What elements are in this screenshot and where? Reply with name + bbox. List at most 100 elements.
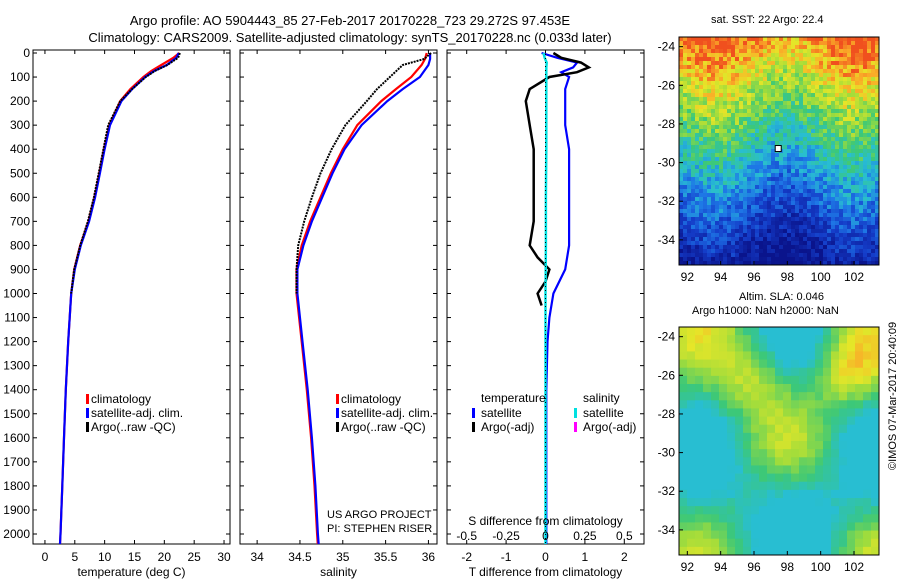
map-cell [875, 121, 879, 126]
map-cell [771, 245, 776, 250]
map-cell [827, 165, 832, 170]
map-cell [751, 538, 760, 548]
map-cell [727, 169, 732, 174]
map-cell [707, 185, 712, 190]
map-cell [727, 457, 736, 466]
map-cell [831, 57, 836, 62]
map-cell [679, 441, 688, 450]
map-cell [799, 77, 804, 82]
map-cell [767, 261, 772, 265]
map-cell [723, 245, 728, 250]
map-cell [795, 77, 800, 82]
map-cell [819, 145, 824, 150]
map-cell [711, 185, 716, 190]
map-cell [811, 189, 816, 194]
map-cell [855, 221, 860, 226]
map-cell [831, 189, 836, 194]
map-cell [843, 157, 848, 162]
map-cell [807, 249, 812, 254]
map-cell [683, 213, 688, 218]
map-cell [847, 237, 852, 242]
map-cell [707, 189, 712, 194]
map-cell [711, 408, 720, 417]
map-cell [767, 343, 776, 352]
map-cell [851, 81, 856, 86]
map-cell [727, 205, 732, 210]
map-cell [683, 229, 688, 234]
map-cell [815, 351, 824, 360]
map-cell [847, 229, 852, 234]
map-cell [791, 441, 800, 450]
map-cell [715, 257, 720, 262]
map-cell [687, 41, 692, 46]
map-cell [831, 416, 840, 426]
map-cell [807, 137, 812, 142]
map-cell [811, 73, 816, 78]
map-cell [687, 49, 692, 54]
map-cell [867, 141, 872, 146]
map-cell [783, 113, 788, 118]
map-cell [795, 37, 800, 42]
map-cell [755, 85, 760, 90]
map-cell [811, 89, 816, 94]
map-cell [707, 105, 712, 110]
map-cell [823, 261, 828, 265]
map-cell [823, 109, 828, 114]
map-cell [703, 41, 708, 46]
sla-map-title: Altim. SLA: 0.046 [739, 291, 824, 303]
map-cell [815, 449, 824, 458]
map-cell [811, 257, 816, 262]
map-cell [747, 113, 752, 118]
map-cell [707, 145, 712, 150]
map-cell [811, 65, 816, 70]
map-cell [743, 253, 748, 258]
map-cell [763, 73, 768, 78]
map-cell [719, 193, 724, 198]
map-cell [699, 133, 704, 138]
map-cell [679, 89, 684, 94]
map-cell [767, 229, 772, 234]
map-cell [735, 77, 740, 82]
map-cell [703, 133, 708, 138]
map-cell [807, 45, 812, 50]
map-cell [727, 221, 732, 226]
map-cell [759, 221, 764, 226]
map-cell [771, 49, 776, 54]
legend-label: satellite [583, 406, 624, 420]
map-cell [835, 141, 840, 146]
map-cell [679, 465, 688, 474]
map-cell [715, 221, 720, 226]
map-cell [763, 121, 768, 126]
map-cell [871, 261, 876, 265]
map-cell [691, 245, 696, 250]
map-cell [755, 129, 760, 134]
map-cell [875, 69, 879, 74]
map-cell [815, 165, 820, 170]
map-cell [779, 257, 784, 262]
map-cell [843, 197, 848, 202]
map-cell [759, 359, 768, 369]
map-cell [679, 153, 684, 158]
map-cell [863, 233, 868, 238]
map-cell [803, 213, 808, 218]
map-cell [739, 105, 744, 110]
map-cell [791, 416, 800, 426]
map-cell [799, 367, 808, 377]
map-cell [871, 237, 876, 242]
map-cell [815, 237, 820, 242]
map-cell [819, 261, 824, 265]
map-cell [695, 221, 700, 226]
map-cell [815, 161, 820, 166]
map-cell [815, 105, 820, 110]
map-cell [711, 53, 716, 58]
map-frame [678, 36, 880, 266]
map-cell [875, 225, 879, 230]
map-cell [811, 181, 816, 186]
map-cell [755, 229, 760, 234]
map-cell [739, 77, 744, 82]
map-cell [875, 249, 879, 254]
map-cell [691, 121, 696, 126]
map-cell [727, 197, 732, 202]
map-cell [863, 489, 872, 499]
map-cell [799, 173, 804, 178]
